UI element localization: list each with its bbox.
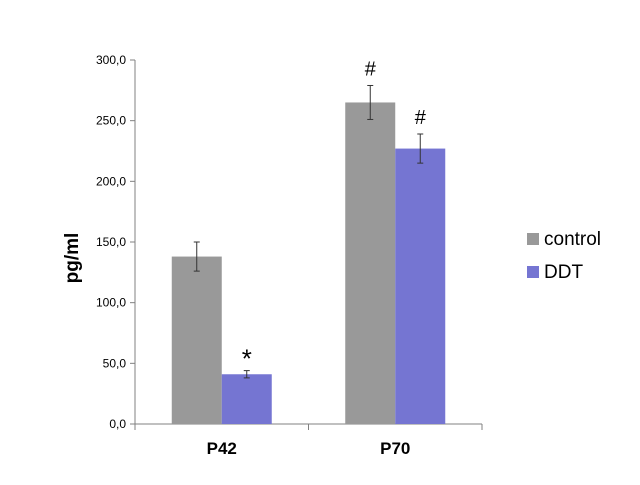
significance-marker: # — [365, 58, 377, 80]
y-tick-label: 300,0 — [96, 53, 126, 67]
legend-label-DDT: DDT — [544, 262, 583, 283]
legend-swatch-DDT — [527, 266, 539, 278]
legend-swatch-control — [527, 233, 539, 245]
x-tick-label: P42 — [207, 439, 237, 458]
error-bars — [193, 84, 424, 379]
y-tick-label: 200,0 — [96, 174, 126, 188]
legend-label-control: control — [544, 229, 601, 250]
legend: control DDT — [527, 229, 601, 283]
y-axis: 0,0 50,0 100,0 150,0 200,0 250,0 300,0 — [96, 53, 136, 431]
y-tick-label: 0,0 — [109, 417, 126, 431]
bars — [171, 102, 446, 424]
bar-control-P42 — [171, 256, 222, 424]
y-tick-label: 150,0 — [96, 235, 126, 249]
y-tick-label: 100,0 — [96, 296, 126, 310]
significance-marker: * — [242, 344, 252, 374]
y-tick-label: 50,0 — [103, 356, 127, 370]
x-tick-label: P70 — [380, 439, 410, 458]
bar-DDT-P70 — [395, 148, 446, 424]
x-axis: P42 P70 — [134, 423, 483, 458]
y-axis-label: pg/ml — [62, 233, 83, 284]
y-tick-label: 250,0 — [96, 114, 126, 128]
bar-control-P70 — [345, 102, 396, 424]
significance-marker: # — [415, 107, 427, 129]
bar-DDT-P42 — [221, 374, 272, 424]
significance-markers: * # # — [242, 58, 427, 373]
